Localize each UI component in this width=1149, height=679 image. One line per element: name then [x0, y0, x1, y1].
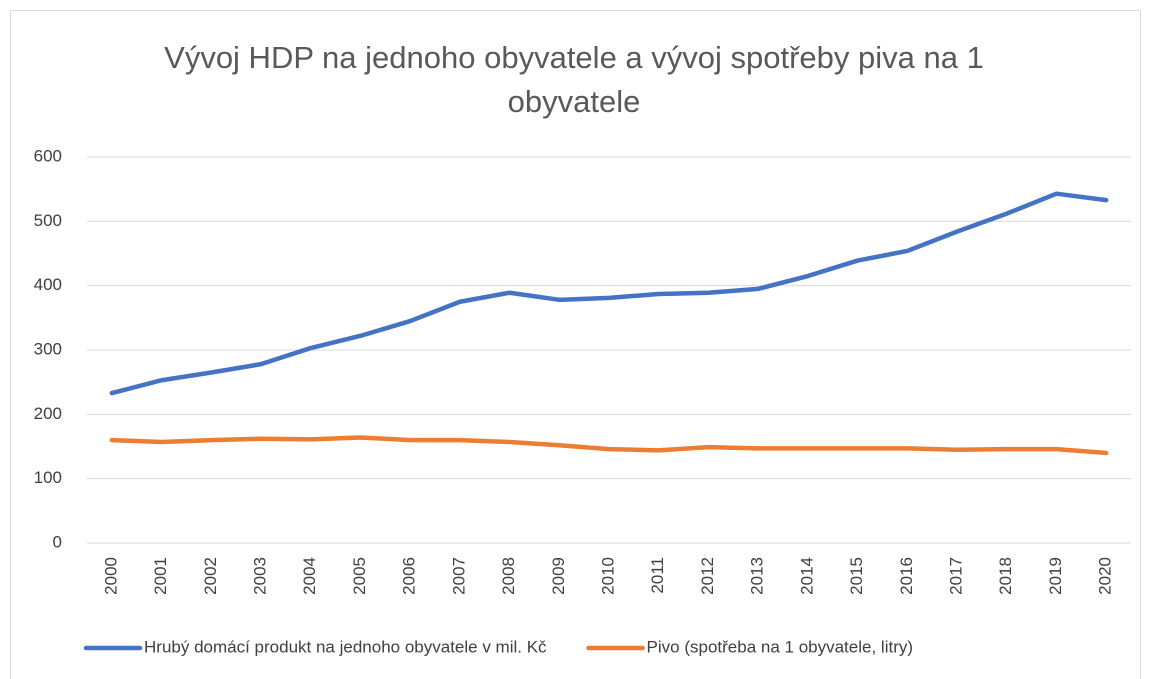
x-tick-label: 2013	[748, 557, 767, 595]
y-tick-label: 400	[34, 275, 62, 294]
x-tick-label: 2007	[449, 557, 468, 595]
x-tick-label: 2008	[499, 557, 518, 595]
x-tick-label: 2020	[1096, 557, 1115, 595]
y-tick-label: 300	[34, 339, 62, 358]
y-tick-label: 500	[34, 211, 62, 230]
y-tick-label: 200	[34, 404, 62, 423]
x-tick-label: 2006	[400, 557, 419, 595]
x-tick-label: 2010	[598, 557, 617, 595]
y-tick-label: 600	[34, 146, 62, 165]
x-tick-label: 2009	[549, 557, 568, 595]
x-tick-label: 2016	[897, 557, 916, 595]
x-tick-label: 2014	[797, 557, 816, 595]
legend-label: Hrubý domácí produkt na jednoho obyvatel…	[144, 637, 547, 656]
x-tick-label: 2017	[946, 557, 965, 595]
x-tick-label: 2019	[1046, 557, 1065, 595]
x-tick-label: 2000	[101, 557, 120, 595]
y-tick-label: 100	[34, 468, 62, 487]
y-tick-label: 0	[53, 532, 62, 551]
line-series	[109, 191, 1109, 396]
x-tick-label: 2011	[648, 557, 667, 594]
x-tick-label: 2002	[201, 557, 220, 595]
legend-label: Pivo (spotřeba na 1 obyvatele, litry)	[647, 637, 913, 656]
x-tick-label: 2001	[151, 557, 170, 595]
x-tick-label: 2003	[250, 557, 269, 595]
x-tick-label: 2018	[996, 557, 1015, 595]
chart-title: Vývoj HDP na jednoho obyvatele a vývoj s…	[164, 40, 984, 119]
x-tick-label: 2005	[350, 557, 369, 595]
x-tick-label: 2012	[698, 557, 717, 595]
line-series	[109, 435, 1109, 456]
x-tick-label: 2004	[300, 557, 319, 595]
x-tick-label: 2015	[847, 557, 866, 595]
chart-border	[10, 10, 1141, 679]
